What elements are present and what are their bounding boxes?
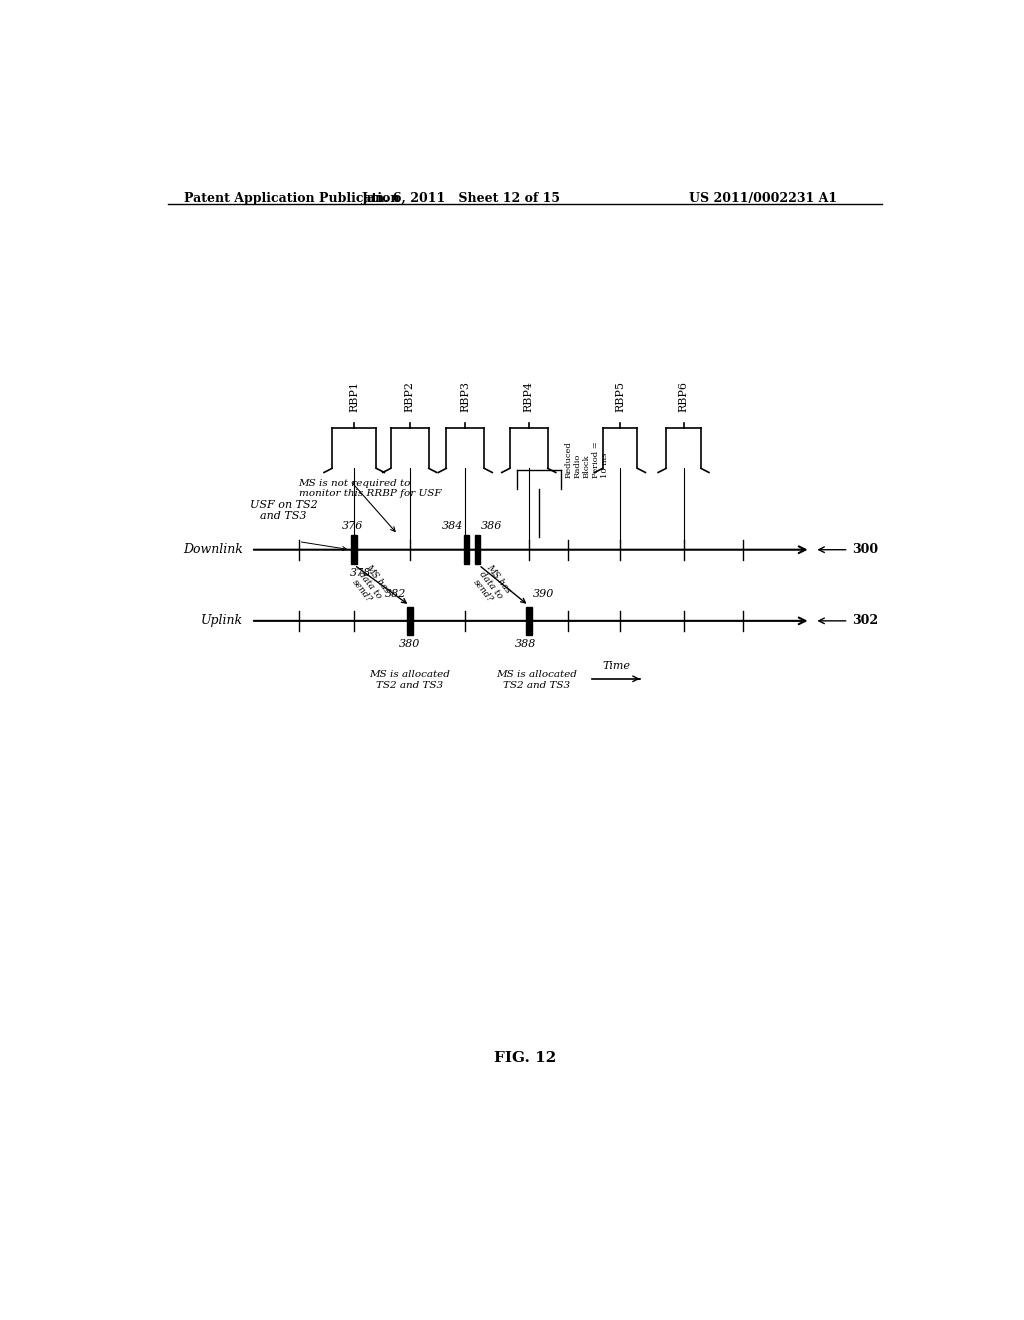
- Text: US 2011/0002231 A1: US 2011/0002231 A1: [689, 191, 837, 205]
- Text: MS has
data to
send?: MS has data to send?: [469, 564, 513, 607]
- Text: 388: 388: [515, 639, 537, 649]
- Text: 378: 378: [350, 568, 372, 578]
- Text: Reduced
Radio
Block
Period =
10 ms: Reduced Radio Block Period = 10 ms: [564, 441, 609, 478]
- Text: RBP6: RBP6: [679, 381, 688, 412]
- Text: RBP1: RBP1: [349, 381, 359, 412]
- Text: Uplink: Uplink: [201, 614, 243, 627]
- Text: Patent Application Publication: Patent Application Publication: [183, 191, 399, 205]
- Text: FIG. 12: FIG. 12: [494, 1051, 556, 1065]
- Text: 386: 386: [481, 521, 503, 532]
- Text: 390: 390: [532, 589, 554, 598]
- Text: MS is allocated
TS2 and TS3: MS is allocated TS2 and TS3: [370, 669, 451, 690]
- Text: RBP5: RBP5: [615, 381, 625, 412]
- Text: RBP4: RBP4: [523, 381, 534, 412]
- Text: RBP2: RBP2: [404, 381, 415, 412]
- Bar: [465, 536, 469, 564]
- Text: RBP3: RBP3: [460, 381, 470, 412]
- Text: Time: Time: [602, 661, 630, 671]
- Bar: [475, 536, 479, 564]
- Text: MS is not required to
monitor this RRBP for USF: MS is not required to monitor this RRBP …: [299, 479, 441, 498]
- Bar: [407, 607, 413, 635]
- Text: MS has
data to
send?: MS has data to send?: [348, 564, 392, 607]
- Text: 302: 302: [852, 614, 878, 627]
- Text: 300: 300: [852, 544, 878, 556]
- Text: MS is allocated
TS2 and TS3: MS is allocated TS2 and TS3: [497, 669, 578, 690]
- Text: 376: 376: [342, 521, 364, 532]
- Text: USF on TS2
and TS3: USF on TS2 and TS3: [250, 500, 317, 521]
- Bar: [351, 536, 357, 564]
- Text: 382: 382: [384, 589, 406, 598]
- Text: Downlink: Downlink: [183, 544, 243, 556]
- Text: Jan. 6, 2011   Sheet 12 of 15: Jan. 6, 2011 Sheet 12 of 15: [361, 191, 561, 205]
- Bar: [526, 607, 531, 635]
- Text: 380: 380: [399, 639, 421, 649]
- Text: 384: 384: [441, 521, 463, 532]
